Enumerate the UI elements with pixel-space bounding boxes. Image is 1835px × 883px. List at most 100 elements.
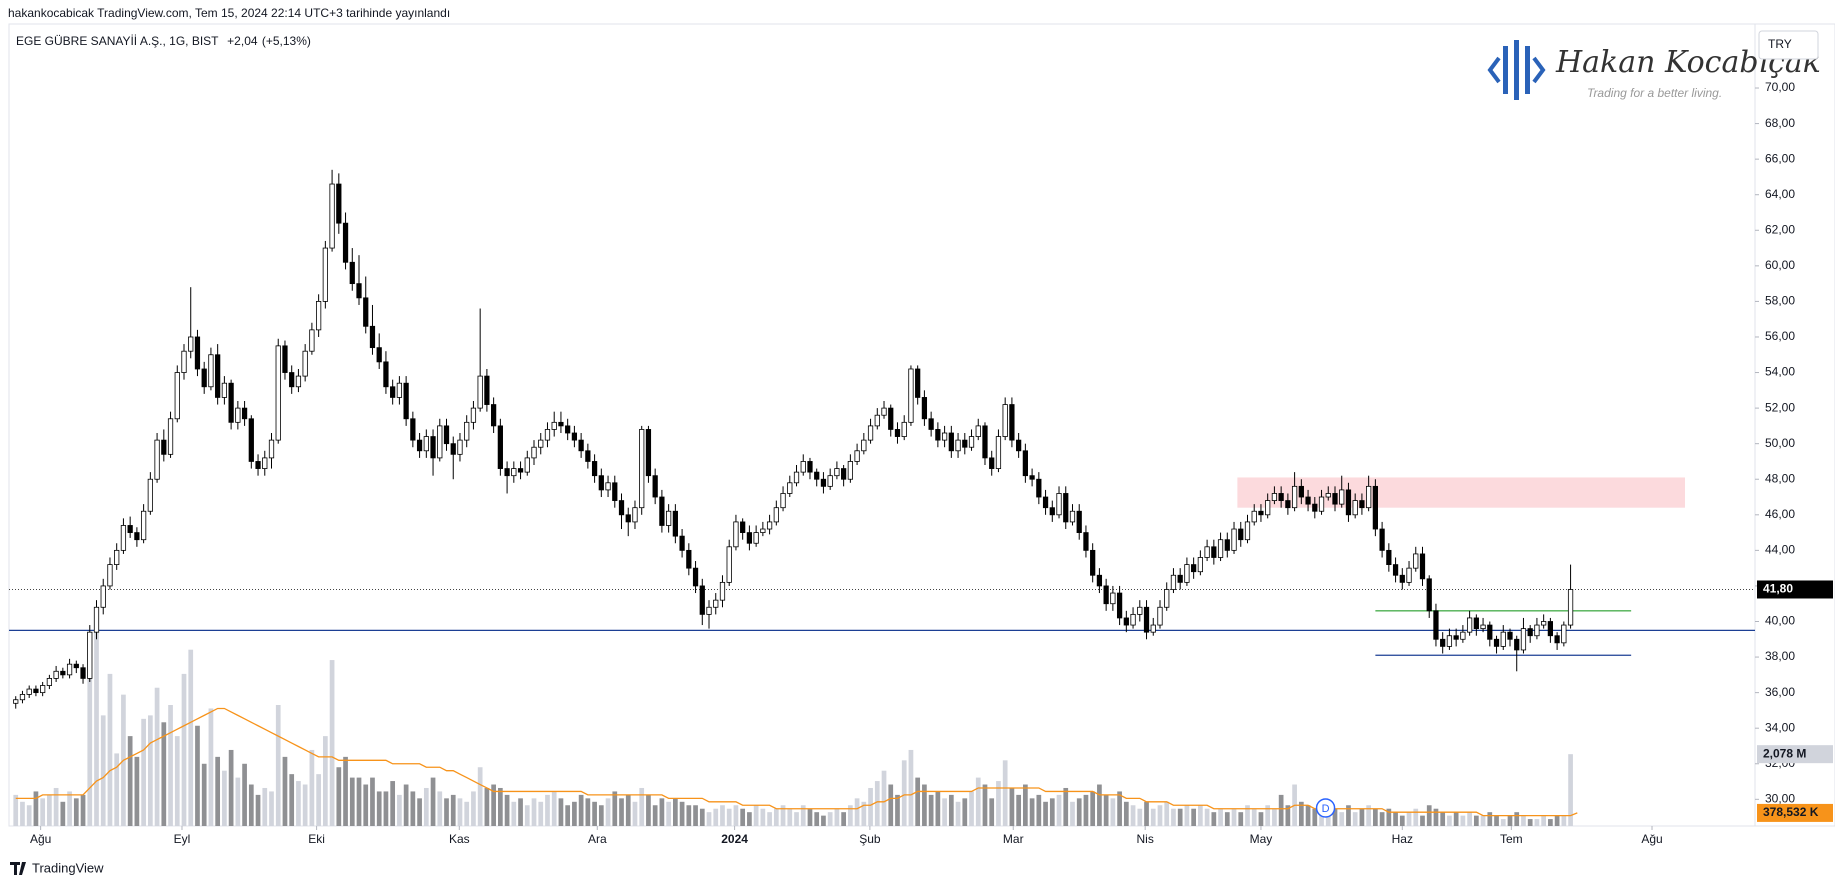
candle-body bbox=[120, 525, 127, 551]
volume-bar bbox=[1285, 805, 1291, 826]
candle-body bbox=[591, 461, 598, 477]
candle-body bbox=[814, 471, 820, 480]
volume-bar bbox=[188, 649, 194, 826]
candle-body bbox=[114, 549, 120, 565]
candle-body bbox=[524, 457, 530, 473]
candle-body bbox=[1116, 592, 1123, 619]
candle-body bbox=[1049, 507, 1055, 516]
volume-bar bbox=[498, 787, 503, 826]
candle-body bbox=[558, 421, 564, 427]
candle-body bbox=[410, 418, 416, 441]
volume-bar bbox=[107, 673, 113, 826]
last-price-label-box bbox=[1757, 580, 1833, 599]
candle-body bbox=[19, 694, 26, 701]
candle-body bbox=[1480, 624, 1486, 630]
volume-bar bbox=[114, 753, 120, 826]
y-tick-label: 38,00 bbox=[1765, 649, 1795, 663]
change-percent: (+5,13%) bbox=[262, 34, 311, 48]
volume-bar bbox=[1494, 815, 1499, 826]
candle-body bbox=[854, 450, 860, 462]
candle-body bbox=[1184, 564, 1190, 583]
candle-body bbox=[571, 432, 578, 441]
volume-bar bbox=[612, 791, 618, 826]
volume-bar bbox=[410, 791, 416, 826]
candle-body bbox=[726, 546, 732, 583]
volume-bar bbox=[888, 784, 894, 826]
candle-body bbox=[1258, 510, 1264, 516]
candle-body bbox=[713, 599, 719, 608]
candle-body bbox=[477, 375, 483, 409]
volume-bar bbox=[625, 794, 631, 826]
y-tick-label: 64,00 bbox=[1765, 187, 1795, 201]
candle-body bbox=[1143, 606, 1150, 633]
candle-body bbox=[1150, 624, 1156, 633]
candle-body bbox=[383, 361, 389, 388]
candle-body bbox=[982, 425, 988, 459]
volume-bar bbox=[1177, 808, 1183, 826]
candle-body bbox=[1312, 503, 1318, 512]
volume-bar bbox=[767, 812, 772, 826]
candle-body bbox=[504, 468, 510, 477]
volume-bar bbox=[235, 777, 241, 826]
volume-bar bbox=[908, 749, 914, 826]
candle-body bbox=[201, 368, 207, 388]
volume-bar bbox=[1453, 812, 1459, 826]
volume-bar bbox=[565, 805, 571, 826]
volume-bar bbox=[1009, 787, 1015, 826]
candle-body bbox=[1554, 635, 1560, 644]
candle-body bbox=[1493, 638, 1500, 647]
candle-body bbox=[531, 446, 537, 459]
volume-bar bbox=[1056, 794, 1062, 826]
candle-body bbox=[181, 350, 187, 373]
candle-body bbox=[995, 436, 1002, 469]
volume-bar bbox=[1507, 815, 1513, 826]
volume-bar bbox=[1117, 791, 1122, 826]
volume-bar bbox=[996, 781, 1001, 826]
volume-bar bbox=[794, 812, 799, 826]
candle-body bbox=[235, 407, 241, 423]
last-price-label: 41,80 bbox=[1763, 582, 1793, 596]
volume-bar bbox=[26, 805, 32, 826]
candle-body bbox=[1379, 528, 1385, 551]
volume-bar bbox=[780, 805, 786, 826]
candle-body bbox=[1177, 574, 1183, 583]
volume-bar bbox=[1399, 815, 1405, 826]
volume-bar bbox=[457, 798, 463, 826]
volume-bar bbox=[1224, 812, 1230, 826]
candle-body bbox=[793, 471, 800, 484]
volume-bar bbox=[969, 791, 974, 826]
currency-button[interactable] bbox=[1758, 30, 1819, 60]
candle-body bbox=[241, 407, 248, 420]
volume-bar bbox=[1433, 808, 1439, 826]
candle-body bbox=[127, 525, 133, 533]
volume-bar bbox=[814, 812, 820, 826]
candle-body bbox=[1500, 631, 1506, 647]
candle-body bbox=[1204, 546, 1210, 558]
candle-body bbox=[33, 688, 39, 694]
y-tick-label: 54,00 bbox=[1765, 365, 1795, 379]
candle-body bbox=[753, 532, 759, 544]
candle-body bbox=[618, 500, 625, 516]
volume-bar bbox=[1204, 808, 1210, 826]
y-tick-label: 70,00 bbox=[1765, 80, 1795, 94]
volume-bar bbox=[53, 787, 59, 826]
volume-bar bbox=[1568, 754, 1573, 826]
volume-bar bbox=[821, 815, 826, 826]
volume-bar bbox=[349, 777, 355, 826]
candle-body bbox=[538, 439, 544, 448]
candle-body bbox=[551, 421, 557, 430]
candle-body bbox=[430, 436, 436, 459]
volume-bar bbox=[1231, 808, 1237, 826]
candle-body bbox=[1211, 546, 1217, 558]
volume-bar bbox=[854, 798, 860, 826]
volume-bar bbox=[1218, 808, 1223, 826]
volume-bar bbox=[787, 808, 793, 826]
candle-body bbox=[154, 439, 160, 480]
volume-bar bbox=[67, 791, 72, 826]
volume-bar bbox=[1184, 805, 1190, 826]
volume-bar bbox=[255, 794, 261, 826]
candle-body bbox=[841, 468, 847, 480]
candle-body bbox=[1110, 592, 1116, 605]
volume-bar bbox=[1103, 794, 1109, 826]
candle-body bbox=[874, 414, 880, 427]
